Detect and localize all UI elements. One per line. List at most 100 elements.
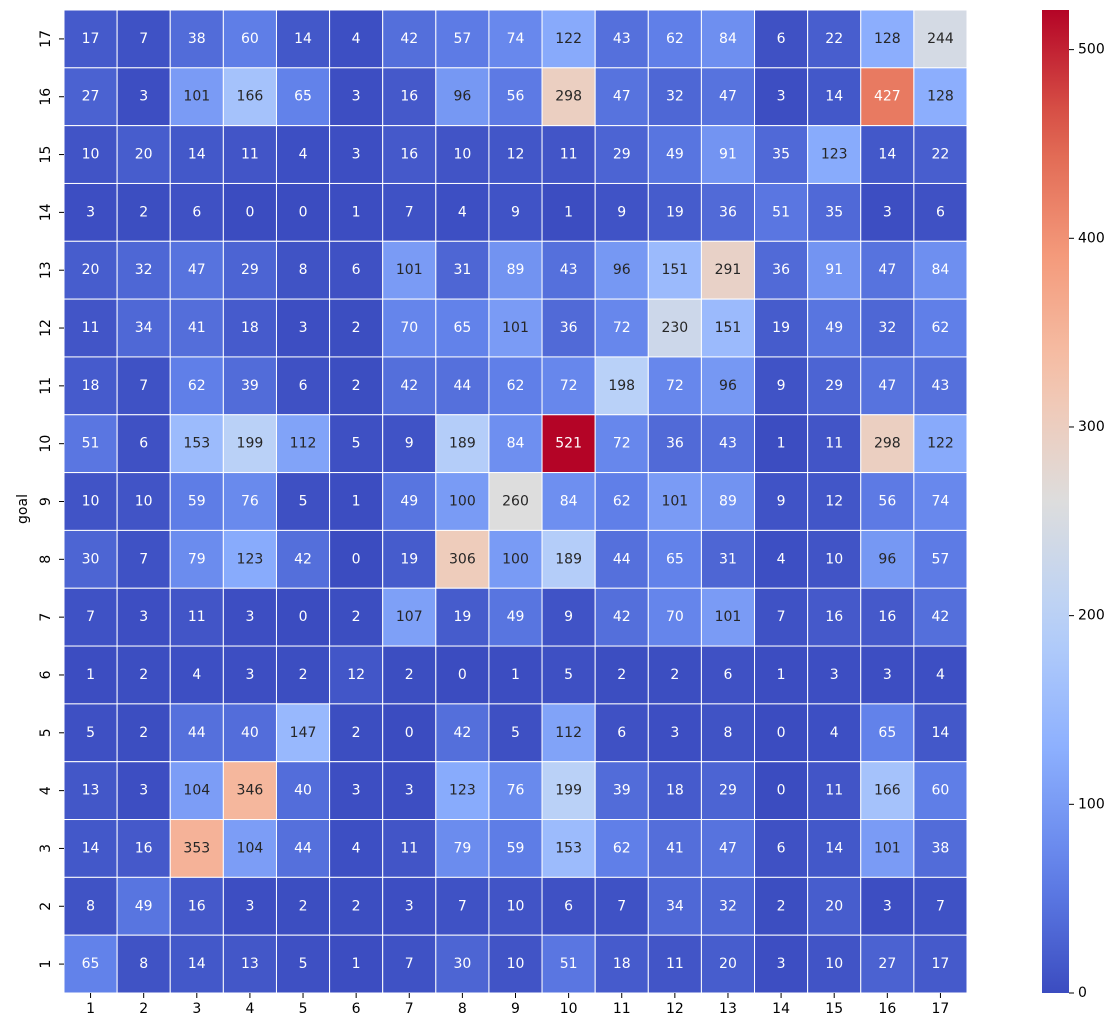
cell-value-label: 32 [878,320,896,336]
heatmap-cell [329,356,384,416]
cell-value-label: 72 [613,320,631,336]
heatmap-cell [382,587,437,647]
cell-value-label: 7 [139,31,148,47]
heatmap-cell [488,125,543,184]
heatmap-cell [807,240,862,300]
heatmap-cell [647,819,702,878]
cell-value-label: 2 [670,667,679,683]
heatmap-cell [647,587,702,647]
cell-value-label: 10 [507,956,525,972]
y-tick-label: 4 [38,786,54,795]
cell-value-label: 10 [135,494,153,510]
cell-value-label: 41 [666,840,684,856]
cell-value-label: 56 [507,89,525,105]
heatmap-cell [329,761,384,821]
heatmap-cell [169,182,224,242]
cell-value-label: 29 [825,378,843,394]
cell-value-label: 11 [560,147,578,163]
x-tick-label: 4 [245,1001,254,1017]
cell-value-label: 9 [511,204,520,220]
heatmap-cell [169,934,224,994]
cell-value-label: 19 [772,320,790,336]
cell-value-label: 36 [719,204,737,220]
cell-value-label: 7 [458,898,467,914]
heatmap-cell [382,414,437,474]
cell-value-label: 32 [719,898,737,914]
cell-value-label: 1 [352,956,361,972]
y-tick-label: 13 [38,261,54,279]
heatmap-cell [275,182,331,242]
heatmap-cell [63,645,118,705]
cell-value-label: 96 [719,378,737,394]
cell-value-label: 32 [666,89,684,105]
cell-value-label: 10 [825,551,843,567]
heatmap-cell [488,529,543,589]
cell-value-label: 42 [932,609,950,625]
cell-value-label: 4 [352,31,361,47]
x-tick-label: 8 [458,1001,467,1017]
cell-value-label: 30 [453,956,471,972]
cell-value-label: 74 [932,494,950,510]
cell-value-label: 10 [82,494,100,510]
cell-value-label: 3 [139,609,148,625]
x-tick-label: 6 [352,1001,361,1017]
heatmap-cell [700,240,756,300]
cell-value-label: 166 [237,89,264,105]
heatmap-cell [700,819,756,878]
cell-value-label: 47 [719,840,737,856]
heatmap-cell [754,819,809,878]
cell-value-label: 151 [715,320,742,336]
cell-value-label: 91 [825,262,843,278]
cell-value-label: 3 [245,609,254,625]
cell-value-label: 14 [825,840,843,856]
cell-value-label: 6 [192,204,201,220]
cell-value-label: 3 [883,667,892,683]
cell-value-label: 2 [777,898,786,914]
heatmap-cell [435,125,490,184]
heatmap-cell [647,298,702,358]
cell-value-label: 43 [719,436,737,452]
colorbar-tick-label: 300 [1078,419,1105,435]
cell-value-label: 19 [400,551,418,567]
heatmap-cell [860,240,915,300]
heatmap-cell [63,414,118,474]
heatmap-cell [647,934,702,994]
heatmap-cell [594,761,649,821]
heatmap-cell [754,529,809,589]
cell-value-label: 11 [82,320,100,336]
cell-value-label: 47 [878,378,896,394]
cell-value-label: 20 [719,956,737,972]
heatmap-cell [913,934,968,994]
heatmap-cell [488,876,543,936]
heatmap-cell [63,356,118,416]
heatmap-cell [594,67,649,127]
cell-value-label: 6 [617,725,626,741]
cell-value-label: 43 [932,378,950,394]
cell-value-label: 128 [874,31,901,47]
cell-value-label: 14 [932,725,950,741]
heatmap-cell [541,876,596,936]
heatmap-cell [700,298,756,358]
heatmap-cell [116,9,171,69]
cell-value-label: 19 [453,609,471,625]
colorbar [1042,10,1069,993]
heatmap-cell [382,819,437,878]
cell-value-label: 11 [825,783,843,799]
cell-value-label: 43 [613,31,631,47]
cell-value-label: 6 [139,436,148,452]
cell-value-label: 1 [777,436,786,452]
cell-value-label: 18 [666,783,684,799]
cell-value-label: 57 [932,551,950,567]
heatmap-cell [169,414,224,474]
cell-value-label: 84 [560,494,578,510]
heatmap-cell [807,414,862,474]
heatmap-cell [116,240,171,300]
cell-value-label: 100 [502,551,529,567]
cell-value-label: 79 [188,551,206,567]
colorbar-tick-label: 400 [1078,230,1105,246]
heatmap-cell [647,125,702,184]
cell-value-label: 17 [82,31,100,47]
cell-value-label: 16 [400,147,418,163]
heatmap-cell [488,472,543,531]
